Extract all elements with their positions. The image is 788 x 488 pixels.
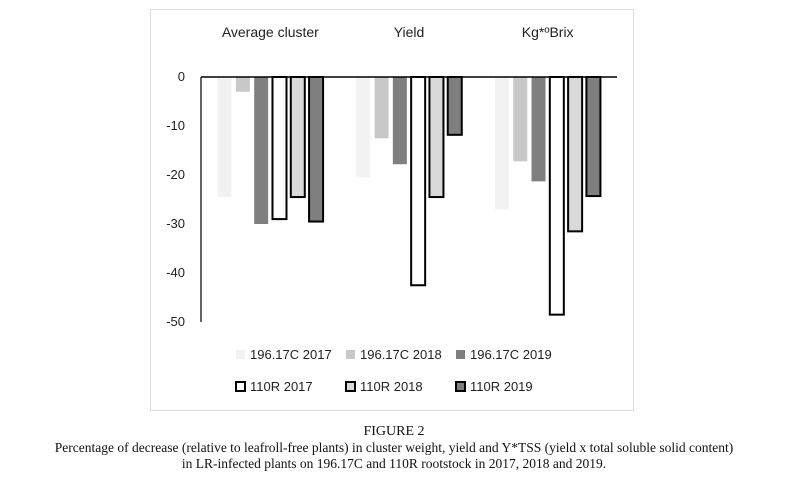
bar [446,76,463,136]
caption-line-1: Percentage of decrease (relative to leaf… [54,440,734,455]
legend-swatch [345,381,356,392]
bar-chart: 0 -10 -20 -30 -40 -50 Average cluster Yield Kg*º… [166,24,617,394]
legend-label: 110R 2017 [250,379,313,394]
legend-label: 110R 2018 [360,379,423,394]
bar [548,76,565,316]
legend-label: 196.17C 2018 [360,347,442,362]
legend-label: 196.17C 2019 [470,347,552,362]
legend-label: 110R 2019 [470,379,533,394]
bar [513,77,528,162]
category-label: Average cluster [222,24,319,40]
bar [392,77,407,165]
y-tick-label: -20 [166,167,185,182]
y-tick-label: -40 [166,265,185,280]
legend-swatch [346,350,355,359]
bar [531,77,546,182]
chart-frame: 0 -10 -20 -30 -40 -50 Average cluster Yield Kg*º… [150,9,634,411]
bar [308,76,325,223]
legend-swatch [456,350,465,359]
bar [428,76,445,199]
bar [567,76,584,233]
y-tick-label: -50 [166,314,185,329]
legend-swatch [455,381,466,392]
y-tick-label: -30 [166,216,185,231]
bar [217,77,232,198]
bar [271,76,288,221]
figure-caption: FIGURE 2 Percentage of decrease (relativ… [0,423,788,472]
legend-swatch [235,381,246,392]
category-label: Kg*ºBrix [522,24,574,40]
figure-label: FIGURE 2 [363,424,425,439]
bar [374,77,389,139]
legend-label: 196.17C 2017 [250,347,332,362]
bar [289,76,306,199]
category-label: Yield [394,24,425,40]
y-tick-label: -10 [166,118,185,133]
legend-swatch [236,350,245,359]
caption-line-2: in LR-infected plants on 196.17C and 110… [181,456,607,471]
bar [235,77,250,92]
bar [254,77,269,224]
bar [356,77,371,178]
bar [410,76,427,287]
bar [585,76,602,198]
y-tick-label: 0 [178,69,185,84]
bar [494,77,509,210]
